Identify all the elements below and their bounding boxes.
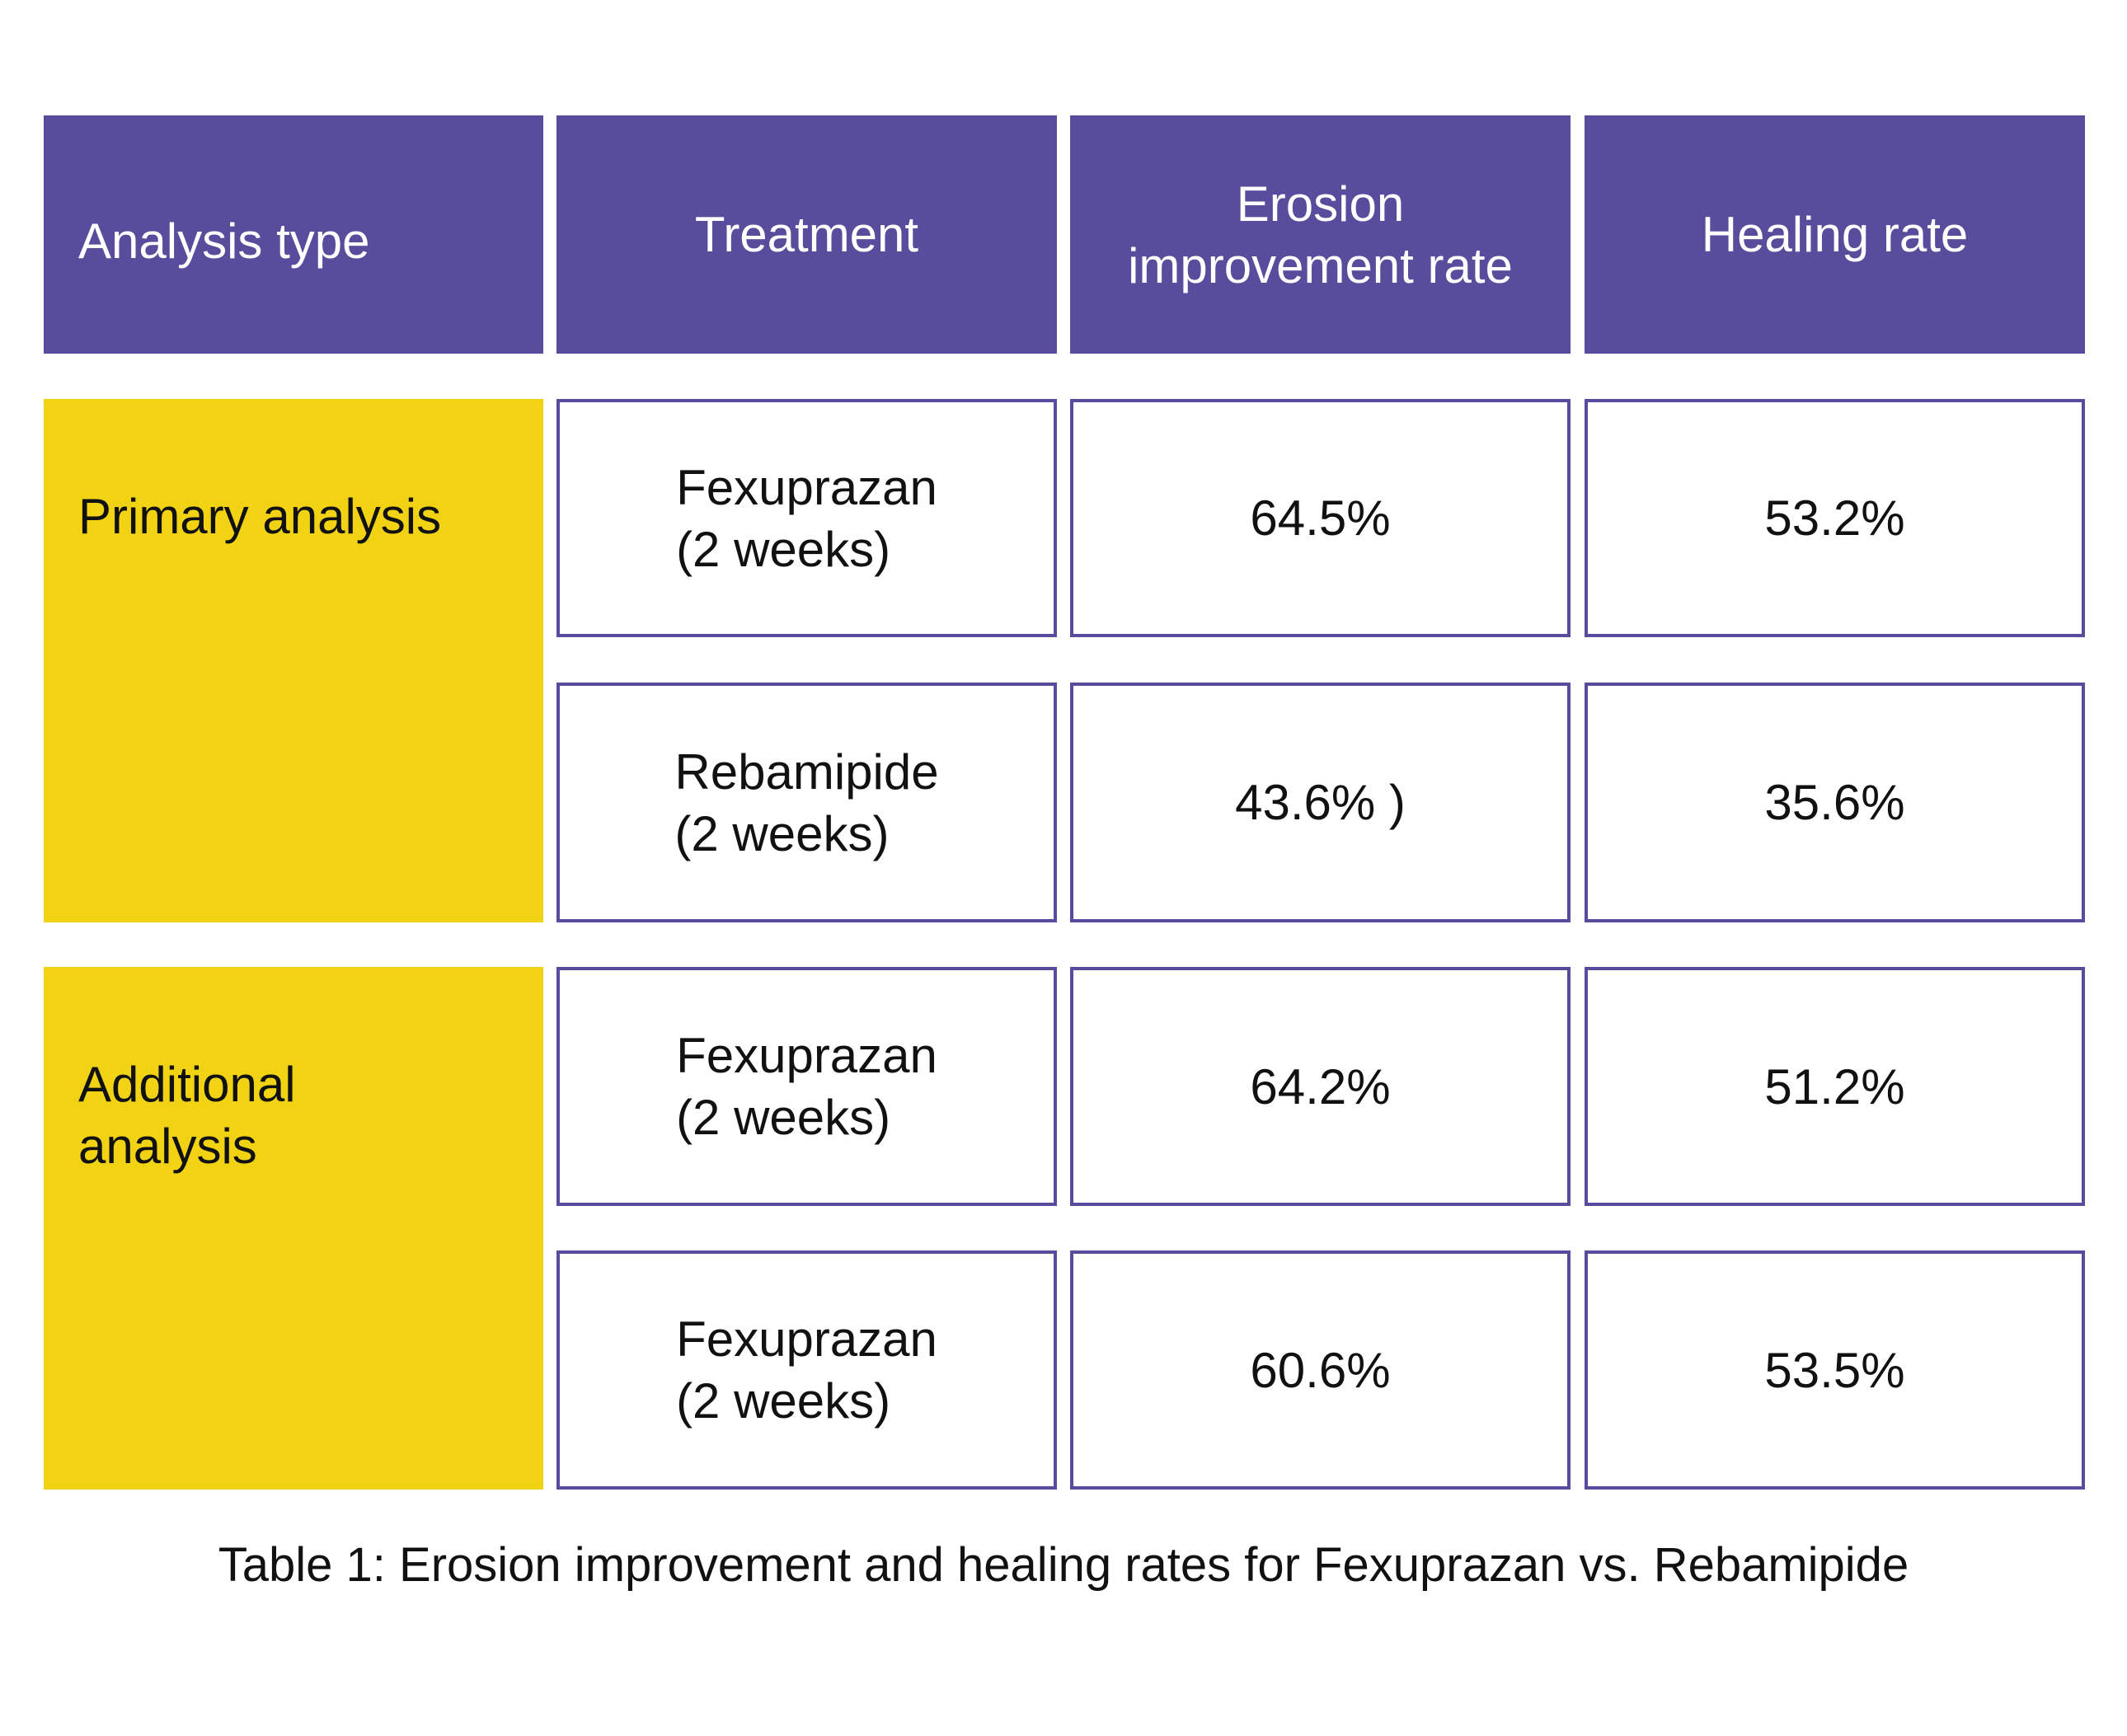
group-label: Additional analysis [78, 1053, 296, 1177]
table-cell-healing: 53.5% [1585, 1250, 2085, 1490]
treatment-name: Rebamipide [674, 744, 939, 800]
group-additional-analysis: Additional analysis [44, 967, 543, 1490]
group-label-line: Additional [78, 1057, 296, 1112]
healing-value: 53.5% [1764, 1342, 1905, 1398]
treatment-name: Fexuprazan [676, 459, 937, 515]
healing-value: 51.2% [1764, 1058, 1905, 1114]
treatment-duration: (2 weeks) [676, 1090, 891, 1145]
table-cell-erosion: 60.6% [1070, 1250, 1571, 1490]
table-cell-treatment: Fexuprazan (2 weeks) [556, 399, 1057, 637]
erosion-value: 60.6% [1250, 1342, 1391, 1398]
erosion-value: 43.6% ) [1235, 775, 1406, 830]
treatment-name: Fexuprazan [676, 1311, 937, 1367]
header-treatment: Treatment [556, 115, 1057, 354]
header-healing-rate: Healing rate [1585, 115, 2085, 354]
group-primary-analysis: Primary analysis [44, 399, 543, 922]
table-cell-healing: 53.2% [1585, 399, 2085, 637]
group-label-line: analysis [78, 1119, 257, 1174]
table-cell-erosion: 43.6% ) [1070, 683, 1571, 922]
header-label: Healing rate [1701, 207, 1969, 262]
table-cell-treatment: Fexuprazan (2 weeks) [556, 1250, 1057, 1490]
healing-value: 35.6% [1764, 775, 1905, 830]
table-caption: Table 1: Erosion improvement and healing… [218, 1538, 1909, 1592]
header-label: Treatment [694, 207, 919, 262]
table-cell-erosion: 64.5% [1070, 399, 1571, 637]
erosion-value: 64.2% [1250, 1058, 1391, 1114]
group-label: Primary analysis [78, 489, 442, 544]
table-cell-healing: 35.6% [1585, 683, 2085, 922]
table-cell-healing: 51.2% [1585, 967, 2085, 1206]
header-analysis-type: Analysis type [44, 115, 543, 354]
treatment-duration: (2 weeks) [674, 805, 890, 861]
treatment-duration: (2 weeks) [676, 521, 891, 577]
header-label: Analysis type [78, 213, 370, 269]
table-cell-erosion: 64.2% [1070, 967, 1571, 1206]
treatment-name: Fexuprazan [676, 1028, 937, 1083]
table-cell-treatment: Fexuprazan (2 weeks) [556, 967, 1057, 1206]
table-cell-treatment: Rebamipide (2 weeks) [556, 683, 1057, 922]
healing-value: 53.2% [1764, 490, 1905, 546]
erosion-value: 64.5% [1250, 490, 1391, 546]
header-erosion-rate: Erosion improvement rate [1070, 115, 1571, 354]
treatment-duration: (2 weeks) [676, 1373, 891, 1429]
header-label: Erosion improvement rate [1128, 176, 1513, 293]
